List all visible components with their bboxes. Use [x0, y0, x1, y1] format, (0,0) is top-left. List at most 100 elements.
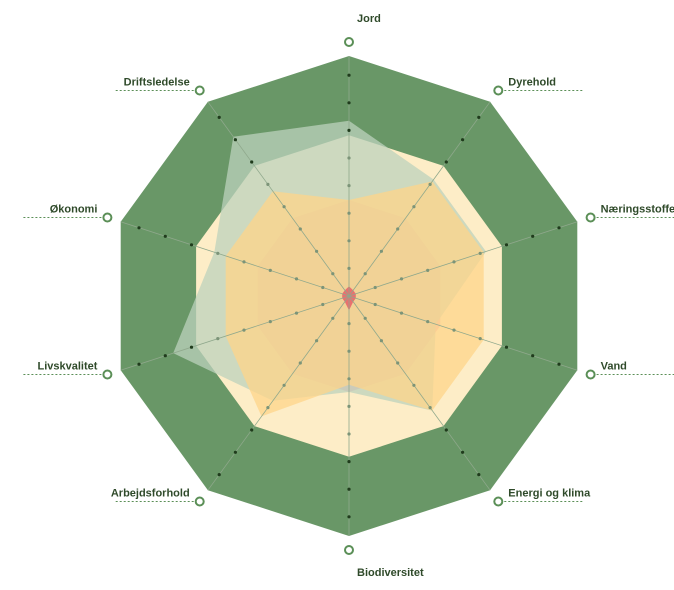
- axis-tick-dot: [426, 268, 430, 272]
- axis-tick-dot: [216, 337, 220, 341]
- series-layer: [173, 120, 486, 417]
- axis-end-marker: [493, 85, 504, 96]
- axis-tick-dot: [331, 272, 335, 276]
- axis-tick-dot: [163, 234, 167, 238]
- axis-tick-dot: [347, 404, 351, 408]
- axis-tick-dot: [347, 515, 351, 519]
- axis-spoke-4: [348, 295, 491, 491]
- axis-tick-dot: [373, 285, 377, 290]
- axis-end-marker: [194, 85, 205, 96]
- axis-tick-dot: [321, 302, 325, 307]
- axis-label-5: Biodiversitet: [357, 567, 424, 579]
- axis-tick-dot: [347, 460, 351, 464]
- marker-layer: [102, 37, 596, 555]
- axis-tick-dot: [347, 432, 351, 436]
- axis-tick-dot: [452, 260, 456, 264]
- axis-label-0: Jord: [357, 13, 381, 25]
- axis-tick-dot: [233, 138, 237, 142]
- axis-tick-dot: [444, 160, 448, 164]
- axis-end-marker: [194, 496, 205, 507]
- axis-end-marker: [102, 369, 113, 380]
- axis-tick-dot: [242, 328, 246, 332]
- axis-tick-dot: [426, 320, 430, 324]
- axis-tick-dot: [347, 487, 351, 491]
- axis-tick-dot: [363, 316, 367, 320]
- axis-tick-dot: [444, 428, 448, 432]
- axis-tick-dot: [412, 205, 416, 209]
- axis-tick-dot: [347, 73, 351, 77]
- axis-tick-dot: [452, 328, 456, 332]
- axis-tick-dot: [557, 226, 561, 230]
- axis-end-marker: [344, 545, 354, 555]
- axis-label-6: Arbejdsforhold: [111, 488, 190, 500]
- axis-tick-dot: [478, 337, 482, 341]
- axis-tick-dot: [282, 205, 286, 209]
- axis-tick-dot: [347, 266, 351, 270]
- axis-tick-dot: [399, 311, 404, 315]
- axis-spoke-7: [120, 295, 350, 371]
- axis-tick-dot: [347, 156, 351, 160]
- axis-tick-dot: [268, 268, 272, 272]
- axis-tick-dot: [298, 361, 302, 365]
- axis-tick-dot: [217, 473, 221, 477]
- axis-tick-dot: [396, 361, 400, 365]
- axis-end-marker: [102, 212, 113, 223]
- axis-tick-dot: [347, 377, 351, 381]
- axis-tick-dot: [478, 251, 482, 255]
- axis-end-marker: [344, 37, 354, 47]
- axis-spoke-2: [348, 221, 578, 297]
- axis-tick-dot: [428, 406, 432, 410]
- axis-tick-dot: [298, 227, 302, 231]
- axis-layer: [120, 56, 578, 536]
- axis-end-marker: [585, 212, 596, 223]
- axis-tick-dot: [189, 243, 194, 247]
- axis-tick-dot: [242, 260, 246, 264]
- label-layer: Jord Dyrehold Næringsstoffer Vand Energi og …: [23, 13, 674, 579]
- axis-label-7: Livskvalitet: [37, 361, 97, 373]
- axis-spoke-8: [120, 221, 350, 297]
- axis-tick-dot: [347, 101, 351, 105]
- axis-tick-dot: [373, 302, 377, 307]
- axis-spoke-9: [207, 101, 350, 297]
- axis-tick-dot: [266, 182, 270, 186]
- axis-tick-dot: [163, 354, 167, 358]
- axis-tick-dot: [379, 249, 383, 253]
- axis-tick-dot: [531, 354, 535, 358]
- axis-tick-dot: [216, 251, 220, 255]
- axis-tick-dot: [189, 345, 194, 349]
- axis-tick-dot: [331, 316, 335, 320]
- axis-spoke-3: [348, 295, 578, 371]
- axis-tick-dot: [396, 227, 400, 231]
- axis-tick-dot: [347, 349, 351, 353]
- axis-tick-dot: [428, 182, 432, 186]
- axis-tick-dot: [347, 184, 351, 188]
- axis-tick-dot: [250, 160, 254, 164]
- axis-tick-dot: [412, 383, 416, 387]
- axis-tick-dot: [233, 450, 237, 454]
- axis-tick-dot: [137, 226, 141, 230]
- axis-tick-dot: [266, 406, 270, 410]
- axis-spoke-6: [207, 295, 350, 491]
- axis-tick-dot: [321, 285, 325, 290]
- axis-tick-dot: [347, 239, 351, 243]
- axis-tick-dot: [363, 272, 367, 276]
- axis-end-marker: [585, 369, 596, 380]
- axis-tick-dot: [504, 243, 509, 247]
- axis-tick-dot: [531, 234, 535, 238]
- axis-tick-dot: [399, 277, 404, 281]
- axis-tick-dot: [217, 115, 221, 119]
- axis-end-marker: [493, 496, 504, 507]
- axis-tick-dot: [347, 128, 351, 132]
- axis-tick-dot: [137, 362, 141, 366]
- axis-tick-dot: [477, 115, 481, 119]
- axis-tick-dot: [477, 473, 481, 477]
- axis-tick-dot: [504, 345, 509, 349]
- axis-label-9: Driftsledelse: [124, 77, 190, 89]
- axis-tick-dot: [250, 428, 254, 432]
- axis-tick-dot: [461, 138, 465, 142]
- axis-tick-dot: [282, 383, 286, 387]
- axis-tick-dot: [315, 249, 319, 253]
- axis-label-4: Energi og klima: [508, 488, 591, 500]
- axis-tick-dot: [557, 362, 561, 366]
